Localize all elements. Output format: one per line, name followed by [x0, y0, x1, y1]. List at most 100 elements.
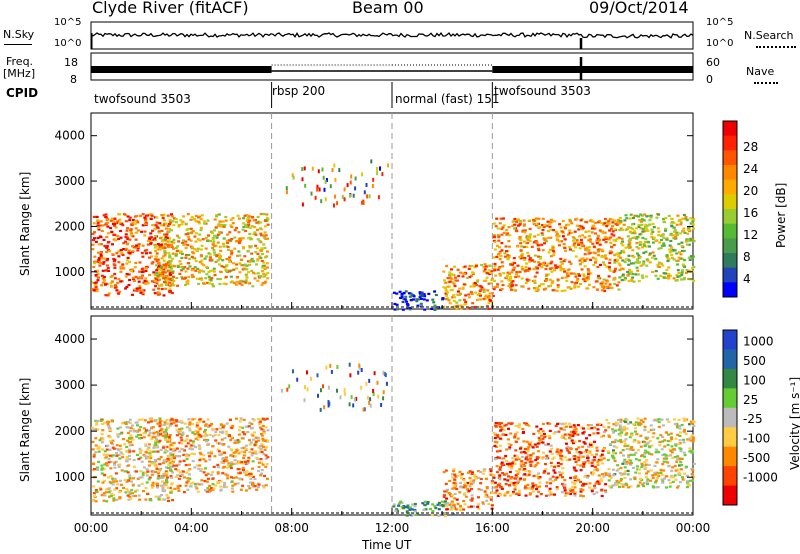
power-cell [91, 288, 95, 291]
velocity-cell [643, 444, 647, 447]
power-cell [502, 217, 505, 220]
power-cell [443, 279, 446, 282]
velocity-sparse-echo [343, 391, 346, 396]
velocity-cell [557, 430, 561, 433]
velocity-cell [569, 476, 573, 479]
velocity-cell [473, 475, 477, 478]
velocity-cell [182, 459, 186, 462]
velocity-cell [221, 426, 225, 429]
power-cell [617, 288, 621, 291]
velocity-cell [170, 458, 173, 461]
velocity-cell [657, 420, 661, 424]
power-cell [199, 229, 203, 232]
velocity-cell [123, 443, 127, 446]
velocity-cell [524, 484, 528, 488]
velocity-cell [416, 513, 420, 516]
velocity-cell [177, 489, 181, 492]
power-cell [550, 218, 553, 221]
power-cell [134, 261, 138, 264]
power-cell [97, 257, 101, 260]
power-cell [141, 255, 145, 258]
velocity-cell [188, 447, 192, 450]
power-cell [493, 248, 497, 251]
power-cell [621, 244, 625, 247]
velocity-cell [107, 457, 111, 460]
power-cell [162, 277, 166, 280]
velocity-cell [596, 432, 600, 435]
velocity-cell [91, 499, 95, 502]
velocity-cell [445, 508, 449, 511]
power-cell [480, 286, 484, 289]
power-cell [146, 282, 150, 285]
power-cell [662, 276, 666, 279]
velocity-cell [94, 419, 98, 422]
power-cell [211, 237, 215, 241]
velocity-cell [251, 483, 255, 486]
velocity-cell [257, 446, 261, 449]
velocity-cell [251, 418, 255, 421]
power-cell [519, 249, 523, 252]
power-cell [186, 233, 190, 236]
power-cell [111, 217, 114, 220]
velocity-cell [154, 445, 158, 448]
velocity-cell [645, 437, 649, 440]
power-cell [525, 236, 529, 240]
velocity-cell [571, 485, 575, 488]
velocity-cell [229, 461, 233, 464]
velocity-cell [459, 505, 462, 508]
velocity-cell [142, 436, 146, 439]
power-cell [117, 261, 121, 264]
velocity-cell [651, 476, 655, 479]
power-cell [585, 246, 589, 249]
velocity-cell [676, 433, 680, 436]
power-cell [607, 238, 611, 241]
power-cell [582, 275, 586, 278]
power-cell [131, 219, 135, 222]
velocity-cell [677, 473, 681, 476]
velocity-cell [234, 450, 238, 453]
velocity-cell [620, 428, 624, 431]
velocity-cell [685, 465, 688, 468]
power-cell [246, 219, 250, 222]
power-cell [113, 286, 117, 289]
velocity-cell [560, 436, 564, 439]
velocity-cell [194, 430, 198, 433]
power-cell [637, 280, 641, 283]
velocity-cell [182, 453, 186, 456]
velocity-cell [620, 483, 624, 486]
power-cell [562, 268, 566, 271]
power-cell [249, 259, 253, 262]
velocity-cell [226, 477, 230, 480]
power-cell [233, 236, 237, 239]
velocity-colorbar-swatch [723, 407, 737, 428]
velocity-cell [550, 452, 554, 455]
velocity-cell [149, 499, 153, 502]
noise-left-tick-bottom: 10^0 [54, 38, 82, 49]
velocity-cell [680, 464, 684, 467]
power-cell [116, 220, 120, 223]
velocity-cell [105, 453, 109, 456]
velocity-cell [537, 431, 541, 434]
velocity-cell [663, 453, 667, 456]
velocity-cell [126, 471, 130, 474]
velocity-cell [128, 476, 132, 479]
power-cell [667, 214, 671, 217]
power-cell [541, 249, 545, 252]
power-cell [671, 221, 674, 224]
velocity-cell [155, 486, 159, 489]
power-cell [568, 260, 572, 263]
power-cell [168, 228, 172, 231]
power-cell [689, 222, 693, 225]
power-cell [679, 257, 683, 260]
velocity-cell [101, 422, 105, 426]
velocity-cell [224, 473, 228, 476]
power-cell [675, 231, 679, 234]
velocity-cell [596, 463, 600, 466]
velocity-cell [140, 482, 144, 485]
power-cell [212, 285, 215, 288]
power-cell [467, 267, 471, 270]
velocity-cell [493, 440, 497, 443]
velocity-cell [515, 455, 519, 458]
power-cell [565, 279, 569, 283]
power-cell [518, 237, 522, 240]
